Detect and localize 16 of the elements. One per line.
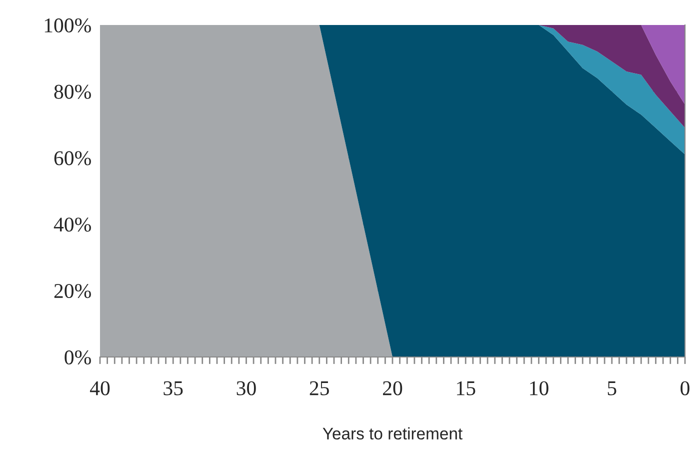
x-tick-label: 5 (608, 381, 616, 396)
y-tick-label: 80% (54, 84, 91, 99)
x-tick-label: 10 (530, 381, 548, 396)
y-tick-label: 40% (54, 218, 91, 232)
y-tick-label: 60% (54, 151, 91, 166)
x-tick-label: 15 (457, 381, 476, 396)
y-tick-label: 20% (54, 284, 91, 298)
y-tick-label: 0% (64, 350, 91, 364)
x-tick-label: 40 (90, 381, 110, 396)
x-tick-label: 25 (310, 381, 329, 396)
x-tick-label: 0 (680, 381, 690, 396)
x-tick-label: 30 (236, 381, 256, 396)
y-tick-label: 100% (44, 18, 91, 32)
x-tick-label: 35 (164, 381, 183, 396)
x-tick-label: 20 (383, 381, 402, 396)
x-axis-title: Years to retirement (322, 427, 462, 440)
